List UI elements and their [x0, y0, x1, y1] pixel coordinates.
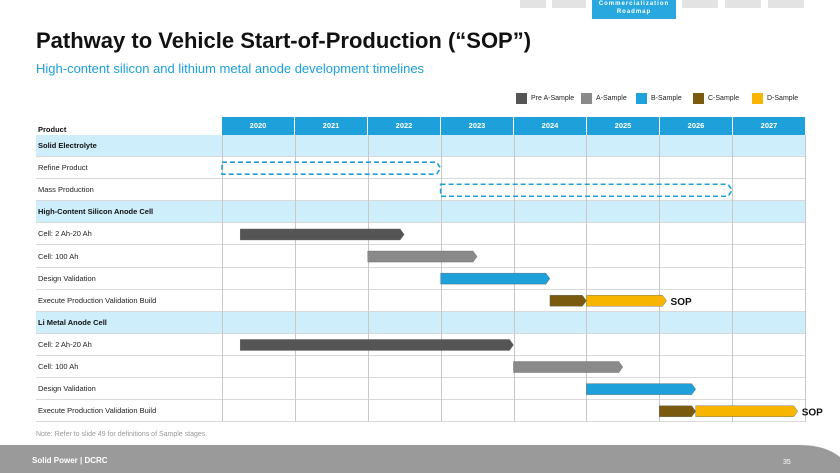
- row-label: Cell: 2 Ah-20 Ah: [38, 339, 92, 349]
- legend-label: B-Sample: [651, 95, 682, 102]
- year-gridline: [367, 135, 369, 422]
- legend-label: A-Sample: [596, 95, 627, 102]
- table-section-row: High-Content Silicon Anode Cell: [36, 201, 805, 224]
- row-label: Cell: 100 Ah: [38, 362, 79, 371]
- page-title: Pathway to Vehicle Start-of-Production (…: [36, 28, 532, 53]
- row-divider: [36, 178, 805, 180]
- row-divider: [36, 332, 805, 334]
- year-header: 2023: [441, 117, 514, 135]
- row-divider: [36, 377, 805, 378]
- year-header: 2022: [368, 117, 441, 135]
- row-label: Design Validation: [38, 384, 96, 394]
- row-divider: [36, 421, 805, 423]
- legend-item: B-Sample: [636, 93, 682, 104]
- row-label: Cell: 100 Ah: [38, 251, 79, 261]
- legend-swatch: [693, 93, 704, 104]
- table-row: Execute Production Validation Build: [36, 290, 805, 312]
- year-gridline: [805, 135, 806, 422]
- year-header: 2021: [295, 117, 368, 135]
- legend-item: D-Sample: [752, 93, 798, 104]
- year-header: 2026: [660, 117, 733, 135]
- year-header: 2024: [514, 117, 587, 135]
- table-row: Cell: 100 Ah: [36, 246, 805, 268]
- legend-label: D-Sample: [767, 95, 799, 102]
- legend-swatch: [516, 93, 527, 104]
- year-gridline: [440, 135, 442, 422]
- nav-tab[interactable]: [552, 0, 586, 8]
- row-divider: [36, 266, 805, 268]
- year-header: 2025: [587, 117, 660, 135]
- legend-item: Pre A-Sample: [516, 93, 574, 104]
- nav-tab[interactable]: [520, 0, 546, 8]
- table-row: Cell: 100 Ah: [36, 356, 805, 378]
- table-row: Design Validation: [36, 268, 805, 290]
- legend: Pre A-Sample A-Sample B-Sample C-Sample …: [0, 93, 840, 107]
- page-number: 35: [783, 459, 791, 466]
- year-gridline: [222, 135, 223, 422]
- row-divider: [36, 399, 805, 401]
- table-row: Cell: 2 Ah-20 Ah: [36, 334, 805, 356]
- row-label: Execute Production Validation Build: [38, 295, 157, 305]
- legend-swatch: [636, 93, 647, 104]
- nav-tab-active[interactable]: Commercialization Roadmap: [592, 0, 676, 19]
- row-label: Design Validation: [38, 273, 96, 283]
- table-row: Execute Production Validation Build: [36, 400, 805, 423]
- year-gridline: [586, 135, 588, 422]
- year-gridline: [294, 135, 296, 422]
- row-divider: [36, 310, 805, 312]
- table-section-row: Solid Electrolyte: [36, 135, 805, 157]
- year-gridline: [659, 135, 661, 422]
- nav-tab[interactable]: [725, 0, 761, 8]
- legend-item: C-Sample: [693, 93, 739, 104]
- top-nav: Commercialization Roadmap: [0, 0, 840, 19]
- row-divider: [36, 200, 805, 202]
- row-label: Execute Production Validation Build: [38, 406, 157, 416]
- table-row: Design Validation: [36, 378, 805, 401]
- legend-label: Pre A-Sample: [531, 95, 575, 102]
- legend-label: C-Sample: [708, 95, 740, 102]
- table-header-product: Product: [38, 125, 67, 134]
- row-divider: [36, 156, 805, 157]
- year-gridline: [513, 135, 515, 422]
- row-label: Mass Production: [38, 185, 94, 195]
- row-label: Cell: 2 Ah-20 Ah: [38, 229, 92, 239]
- row-label: Solid Electrolyte: [38, 141, 97, 150]
- table-row: Cell: 2 Ah-20 Ah: [36, 223, 805, 246]
- legend-item: A-Sample: [581, 93, 627, 104]
- row-label: Li Metal Anode Cell: [38, 317, 107, 327]
- year-gridline: [732, 135, 734, 422]
- row-divider: [36, 354, 805, 356]
- year-header: 2020: [222, 117, 295, 135]
- page-subtitle: High-content silicon and lithium metal a…: [36, 61, 425, 76]
- row-divider: [36, 244, 805, 246]
- nav-tab[interactable]: [682, 0, 718, 8]
- legend-swatch: [752, 93, 763, 104]
- legend-swatch: [581, 93, 592, 104]
- row-divider: [36, 288, 805, 290]
- table-row: Refine Product: [36, 157, 805, 180]
- year-header: 2027: [733, 117, 805, 135]
- footer-logo: Solid Power | DCRC: [32, 456, 108, 465]
- row-label: High-Content Silicon Anode Cell: [38, 207, 154, 217]
- row-label: Refine Product: [38, 163, 88, 173]
- table-section-row: Li Metal Anode Cell: [36, 311, 805, 334]
- nav-active-line2: Roadmap: [616, 8, 652, 15]
- nav-tab[interactable]: [768, 0, 804, 8]
- table-row: Mass Production: [36, 179, 805, 202]
- row-divider: [36, 222, 805, 224]
- year-header-row: 2020 2021 2022 2023 2024 2025 2026 2027: [222, 117, 805, 135]
- footnote: Note: Refer to slide 49 for definitions …: [36, 431, 208, 438]
- nav-active-line1: Commercialization: [598, 1, 670, 7]
- footer-band: [0, 445, 840, 473]
